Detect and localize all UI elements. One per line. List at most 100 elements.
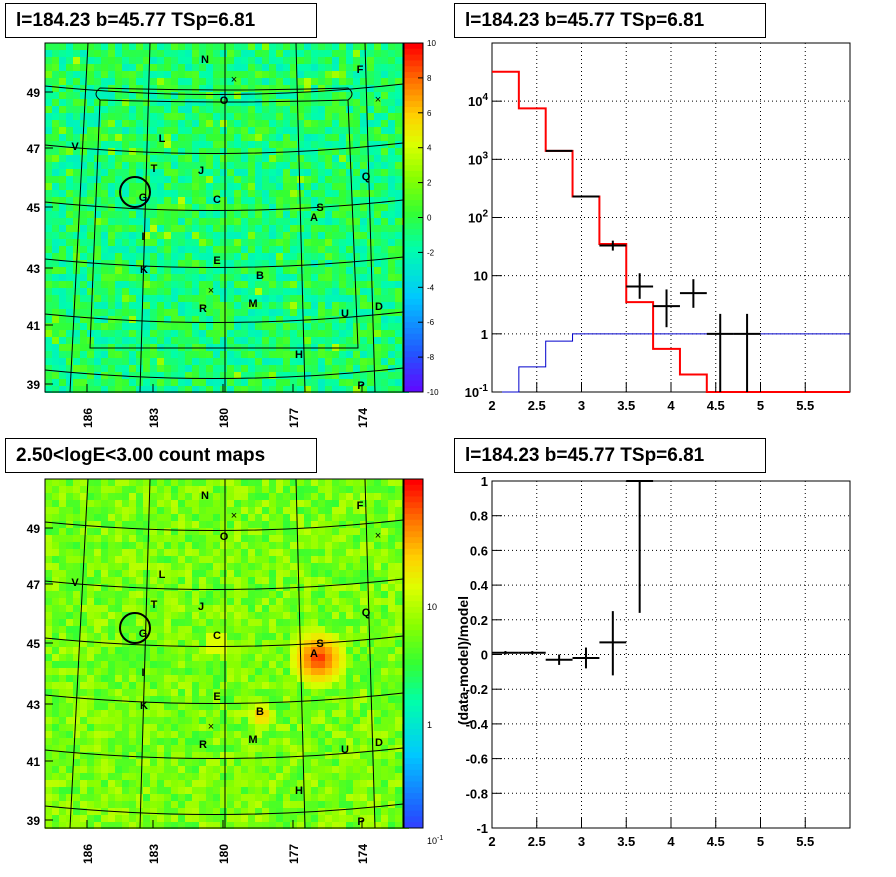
y-tick-label: 39 [27,378,41,392]
x-tick-label: 3.5 [617,398,635,413]
source-label-a: A [310,212,318,224]
x-tick-label: 4.5 [707,398,725,413]
spectrum-title: l=184.23 b=45.77 TSp=6.81 [454,3,766,38]
y-tick-label: 1 [481,327,488,342]
source-label-v: V [71,141,79,153]
source-label-o: O [220,531,229,543]
source-label-m: M [248,734,257,746]
cross-marker: × [375,530,381,542]
x-tick-label: 5.5 [796,834,814,849]
source-label-d: D [375,301,383,313]
colorbar-tick-label: 6 [427,109,432,118]
source-label-n: N [201,54,209,66]
y-tick-label: 39 [27,814,41,828]
y-tick-label: 104 [468,92,488,109]
source-label-p: P [357,816,364,828]
y-tick-label: 45 [27,201,41,215]
colorbar-tick-label: 8 [427,74,432,83]
y-tick-label: 10-1 [465,383,489,400]
x-tick-label: 2 [488,834,495,849]
cross-marker: × [208,721,214,733]
source-label-b: B [256,706,264,718]
x-tick-label: 174 [356,408,370,428]
colorbar-tick-label: 1 [427,720,432,730]
y-tick-label: 0.2 [470,613,488,628]
source-label-o: O [220,95,229,107]
cross-marker: × [375,94,381,106]
y-tick-label: -0.8 [466,786,488,801]
source-label-t: T [151,599,158,611]
source-label-g: G [139,192,148,204]
x-tick-label: 5 [757,834,764,849]
source-label-n: N [201,490,209,502]
x-tick-label: 4 [667,834,675,849]
source-label-l: L [159,133,166,145]
colorbar-tick-label: -10 [427,388,439,397]
source-label-h: H [295,785,303,797]
x-tick-label: 183 [147,408,161,428]
x-tick-label: 177 [287,408,301,428]
colorbar-tick-label: 10 [427,39,436,48]
y-tick-label: 0.4 [470,578,489,593]
y-tick-label: 103 [468,150,488,167]
source-label-h: H [295,349,303,361]
y-tick-label: 49 [27,522,41,536]
y-tick-label: 102 [468,209,488,226]
x-tick-label: 4.5 [707,834,725,849]
source-label-l: L [159,569,166,581]
colorbar-tick-label: 10-1 [427,835,443,846]
source-label-m: M [248,298,257,310]
source-label-d: D [375,737,383,749]
source-label-r: R [199,303,207,315]
residual-map-title: l=184.23 b=45.77 TSp=6.81 [5,3,317,38]
count-map-title: 2.50<logE<3.00 count maps [5,438,317,473]
y-tick-label: -1 [476,821,488,836]
source-label-e: E [213,691,220,703]
cross-marker: × [208,285,214,297]
source-label-u: U [341,308,349,320]
y-tick-label: 47 [27,142,41,156]
colorbar-tick-label: -6 [427,318,435,327]
x-tick-label: 5 [757,398,764,413]
y-tick-label: 1 [481,474,488,489]
y-tick-label: 41 [27,755,41,769]
x-tick-label: 183 [147,844,161,864]
x-tick-label: 3.5 [617,834,635,849]
source-label-c: C [213,630,221,642]
colorbar-tick-label: 0 [427,214,432,223]
source-label-c: C [213,194,221,206]
source-label-q: Q [362,607,371,619]
y-tick-label: 47 [27,578,41,592]
x-tick-label: 180 [217,844,231,864]
x-tick-label: 2.5 [528,398,546,413]
source-label-u: U [341,744,349,756]
cross-marker: × [231,510,237,522]
source-label-q: Q [362,171,371,183]
source-label-g: G [139,628,148,640]
colorbar-tick-label: -8 [427,353,435,362]
source-label-e: E [213,255,220,267]
source-label-i: I [141,231,144,243]
source-label-b: B [256,270,264,282]
y-tick-label: 41 [27,319,41,333]
x-tick-label: 3 [578,398,585,413]
y-tick-label: -0.6 [466,752,488,767]
x-tick-label: 2 [488,398,495,413]
residual-ratio-title: l=184.23 b=45.77 TSp=6.81 [454,438,766,473]
y-tick-label: 45 [27,637,41,651]
x-tick-label: 3 [578,834,585,849]
source-label-k: K [140,264,148,276]
y-tick-label: 0.8 [470,509,488,524]
source-label-f: F [357,500,364,512]
source-label-v: V [71,577,79,589]
x-tick-label: 186 [81,408,95,428]
x-tick-label: 186 [81,844,95,864]
y-axis-label: (data-model)/model [455,596,471,725]
x-tick-label: 2.5 [528,834,546,849]
